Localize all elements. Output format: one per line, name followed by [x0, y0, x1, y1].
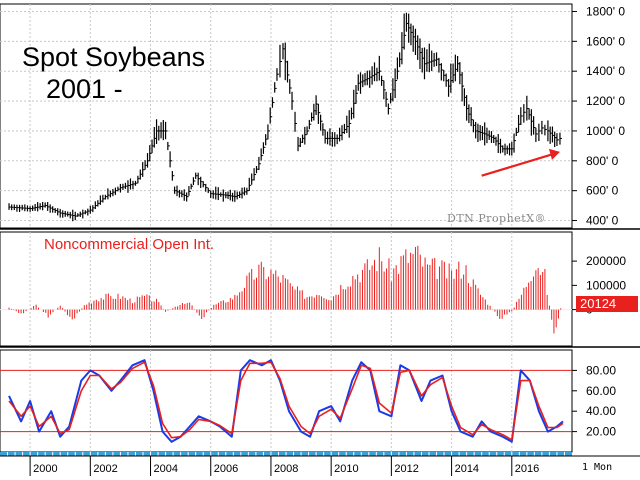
stoch-y-tick-label: 60.00	[586, 384, 616, 398]
x-tick-label: 2002	[93, 463, 117, 475]
price-panel	[8, 12, 562, 222]
stoch-series-k	[8, 359, 564, 443]
stoch-y-tick-label: 40.00	[586, 404, 616, 418]
stoch-series-d	[8, 361, 564, 441]
open-interest-panel	[0, 245, 572, 334]
price-panel-border	[0, 3, 573, 229]
chart-title-line2: 2001 -	[46, 74, 123, 104]
x-tick-label: 2016	[515, 463, 539, 475]
open-interest-label: Noncommercial Open Int.	[44, 236, 215, 253]
x-tick-label: 2000	[33, 463, 57, 475]
trend-arrow-head	[548, 148, 560, 160]
period-label[interactable]: 1 Mon	[582, 462, 613, 473]
axis-labels: 1800' 0 1600' 0 1400' 0 1200' 0 1000' 0 800' …	[572, 4, 626, 439]
price-y-tick-label: 1000' 0	[586, 124, 625, 138]
price-y-tick-label: 400' 0	[586, 214, 619, 228]
last-value-badge: 20124	[576, 296, 638, 312]
price-y-tick-label: 1200' 0	[586, 94, 625, 108]
price-y-tick-label: 1800' 0	[586, 4, 625, 18]
price-y-tick-label: 800' 0	[586, 154, 619, 168]
x-tick-label: 2014	[455, 463, 479, 475]
oi-panel-border	[0, 231, 573, 347]
x-tick-label: 2010	[334, 463, 358, 475]
x-tick-label: 2012	[394, 463, 418, 475]
watermark: DTN ProphetX®	[447, 212, 546, 225]
x-tick-label: 2004	[154, 463, 178, 475]
chart-frame	[0, 3, 640, 453]
x-tick-label: 2006	[214, 463, 238, 475]
price-y-tick-label: 1400' 0	[586, 64, 625, 78]
chart-title-line1: Spot Soybeans	[22, 42, 206, 72]
stoch-y-tick-label: 80.00	[586, 363, 616, 377]
stochastic-panel	[0, 359, 572, 443]
oi-y-tick-label: 200000	[586, 254, 626, 268]
x-axis: 2000 2002 2004 2006 2008 2010 2012 2014 2016	[0, 452, 640, 476]
oi-y-tick-label: 100000	[586, 278, 626, 292]
price-y-tick-label: 1600' 0	[586, 34, 625, 48]
x-tick-label: 2008	[274, 463, 298, 475]
trend-arrow-shaft	[481, 152, 555, 177]
price-y-tick-label: 600' 0	[586, 184, 619, 198]
stoch-y-tick-label: 20.00	[586, 425, 616, 439]
